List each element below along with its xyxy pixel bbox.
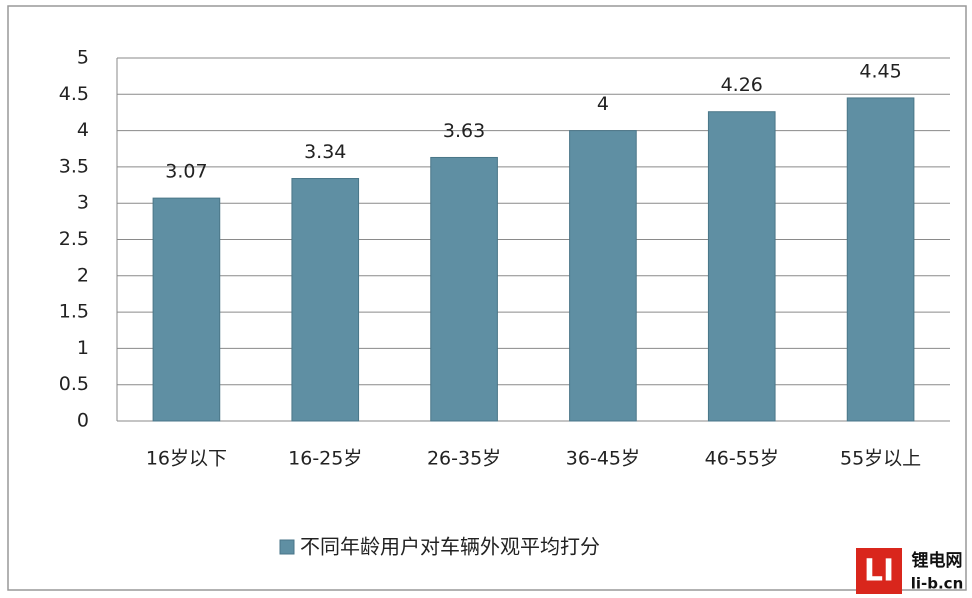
x-tick-label: 16岁以下: [146, 448, 227, 470]
value-label: 4: [597, 93, 609, 115]
x-tick-label: 26-35岁: [427, 448, 501, 470]
bar: [291, 178, 360, 422]
y-tick-label: 1.5: [59, 301, 89, 323]
watermark-logo-box: [856, 548, 902, 594]
legend-label: 不同年龄用户对车辆外观平均打分: [300, 535, 600, 559]
y-tick-label: 2: [77, 264, 89, 286]
value-label: 4.26: [721, 74, 763, 96]
y-tick-label: 1: [77, 337, 89, 359]
value-label: 3.07: [165, 161, 207, 183]
bar: [846, 97, 915, 422]
x-tick-label: 16-25岁: [288, 448, 362, 470]
y-tick-label: 0: [77, 410, 89, 432]
y-tick-label: 0.5: [59, 373, 89, 395]
watermark-name: 锂电网: [912, 550, 963, 571]
y-tick-label: 2.5: [59, 228, 89, 250]
y-tick-label: 3.5: [59, 155, 89, 177]
watermark-url: li-b.cn: [911, 575, 964, 593]
y-tick-label: 3: [77, 192, 89, 214]
value-label: 3.34: [304, 141, 346, 163]
y-tick-label: 4.5: [59, 83, 89, 105]
x-tick-label: 36-45岁: [566, 448, 640, 470]
bar: [430, 156, 498, 422]
watermark: LI 锂电网 li-b.cn: [856, 548, 963, 594]
y-tick-label: 5: [77, 47, 89, 69]
x-tick-label: 55岁以上: [840, 448, 921, 470]
legend-swatch: [279, 539, 295, 555]
watermark-logo: LI: [864, 554, 894, 589]
x-tick-label: 46-55岁: [705, 448, 779, 470]
value-label: 4.45: [859, 60, 901, 82]
y-tick-label: 4: [77, 119, 89, 141]
bar: [569, 130, 637, 422]
bar: [707, 111, 776, 422]
bar: [152, 197, 221, 422]
value-label: 3.63: [443, 120, 485, 142]
